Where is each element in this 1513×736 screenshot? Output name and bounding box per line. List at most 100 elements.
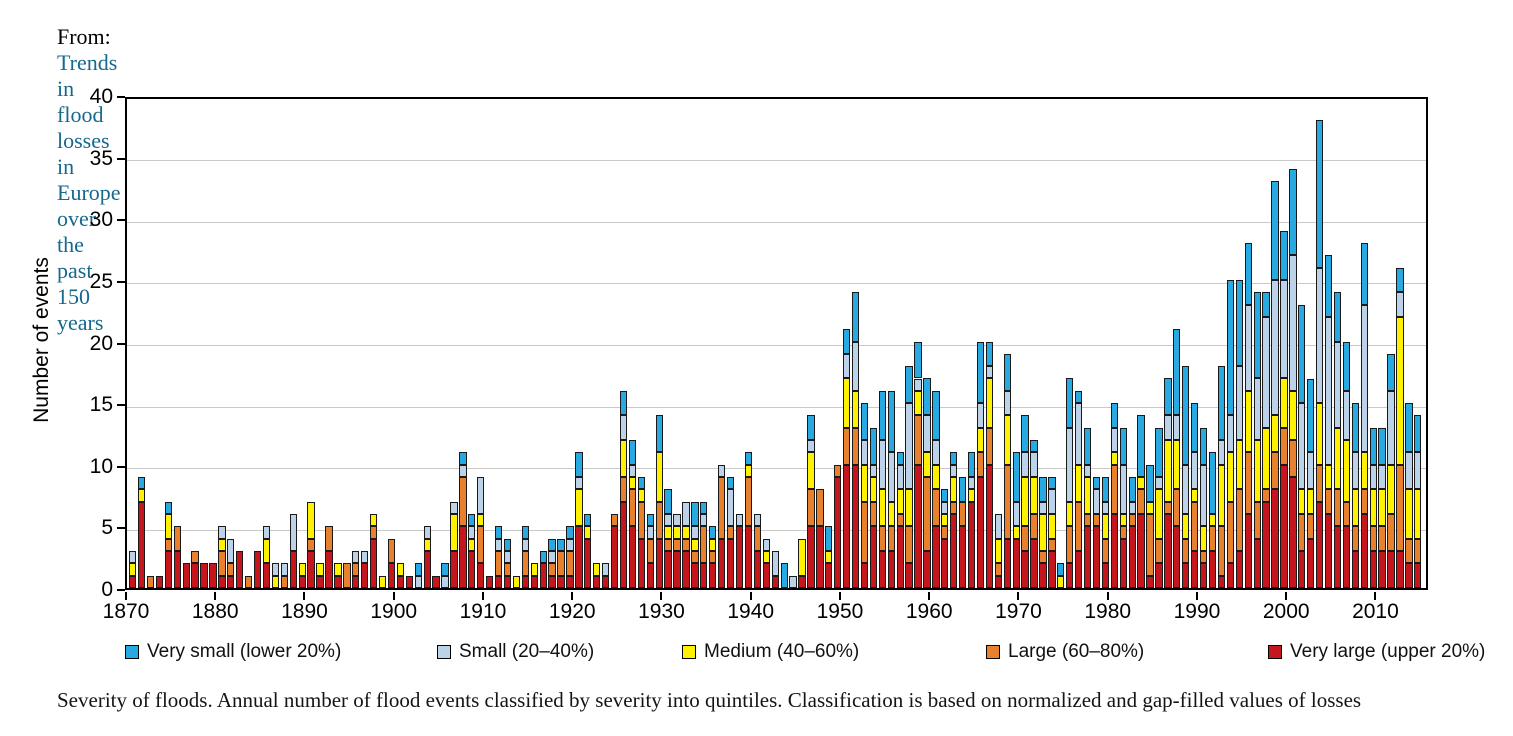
gridline-20 — [127, 345, 1426, 346]
bar-1969-large — [1003, 464, 1011, 539]
bar-2015-medium — [1414, 489, 1422, 539]
bar-1901-very — [396, 575, 405, 588]
bar-1996-very — [1244, 242, 1252, 305]
x-tick-label-2000: 2000 — [1262, 600, 1310, 623]
bar-1955-large — [878, 526, 886, 552]
bar-1932-medium — [673, 526, 681, 539]
bar-1931-very — [664, 489, 672, 515]
bar-1956-medium — [887, 501, 895, 527]
bar-2011-very — [1378, 551, 1386, 588]
bar-2012-medium — [1387, 464, 1395, 515]
bar-1998-small — [1262, 316, 1270, 428]
bar-1980-large — [1101, 538, 1110, 564]
bar-1980-very — [1101, 477, 1110, 502]
bar-1942-medium — [762, 551, 770, 564]
bar-1977-very — [1075, 551, 1083, 588]
bar-2006-very — [1333, 292, 1342, 342]
bar-1895-large — [343, 563, 351, 588]
y-tick-label-30: 30 — [89, 208, 113, 232]
bar-1961-large — [932, 489, 940, 527]
bar-1956-very — [887, 551, 895, 588]
bar-2010-medium — [1369, 489, 1377, 527]
bar-1935-large — [700, 526, 708, 564]
bar-1915-very — [521, 575, 529, 588]
bar-1990-very — [1191, 551, 1199, 588]
bar-1989-very — [1182, 563, 1190, 588]
bar-1977-small — [1075, 403, 1083, 465]
bar-1992-medium — [1208, 514, 1217, 527]
bar-1936-large — [709, 551, 717, 564]
bar-1947-small — [807, 440, 815, 453]
bar-1998-medium — [1262, 427, 1270, 490]
very-small-swatch-icon — [125, 645, 139, 659]
bar-1991-large — [1199, 551, 1208, 564]
y-tick-mark — [117, 219, 125, 222]
bar-1871-medium — [129, 563, 137, 576]
bar-1971-large — [1021, 526, 1029, 552]
bar-1875-medium — [164, 514, 172, 539]
bar-1872-medium — [137, 489, 146, 502]
bar-2008-very — [1351, 551, 1359, 588]
bar-1974-very — [1048, 477, 1056, 490]
bar-1951-medium — [842, 378, 851, 428]
bar-1941-small — [753, 514, 762, 527]
bar-1874-very — [155, 575, 164, 588]
bar-1881-large — [218, 551, 226, 576]
legend-item-medium: Medium (40–60%) — [682, 641, 859, 663]
x-tick-mark — [1017, 592, 1020, 600]
bar-2013-very — [1396, 551, 1404, 588]
x-tick-label-2010: 2010 — [1352, 600, 1399, 623]
x-tick-mark — [749, 592, 752, 600]
bar-1969-medium — [1003, 415, 1011, 465]
bar-1946-medium — [798, 538, 806, 576]
bar-1966-very — [976, 477, 985, 588]
bar-1989-very — [1182, 366, 1190, 465]
bar-1976-small — [1066, 427, 1074, 502]
bar-1990-very — [1191, 403, 1199, 453]
bar-1912-very — [494, 575, 503, 588]
bar-1871-very — [129, 575, 137, 588]
bar-1993-medium — [1217, 464, 1226, 527]
x-tick-label-1980: 1980 — [1084, 600, 1132, 623]
bar-1983-large — [1128, 514, 1136, 527]
bar-1994-small — [1226, 415, 1235, 453]
y-tick-mark — [117, 527, 125, 530]
bar-1990-small — [1191, 452, 1199, 490]
bar-2006-small — [1333, 341, 1342, 428]
bar-1936-very — [709, 526, 717, 539]
bar-1949-medium — [825, 551, 833, 564]
bar-1999-small — [1271, 279, 1279, 416]
gridline-5 — [127, 529, 1426, 531]
bar-1920-small — [566, 538, 574, 552]
bar-1927-very — [628, 440, 637, 465]
bar-1891-medium — [307, 501, 315, 539]
bar-1924-small — [602, 563, 610, 576]
bar-1904-very — [423, 551, 431, 588]
bar-1996-medium — [1244, 390, 1252, 453]
bar-2001-large — [1289, 440, 1297, 478]
bar-1910-very — [477, 563, 485, 588]
bar-1955-medium — [878, 489, 886, 527]
bar-2008-small — [1351, 452, 1359, 490]
bar-1960-very — [923, 551, 931, 588]
y-tick-label-35: 35 — [89, 146, 113, 170]
bar-1907-very — [450, 551, 458, 588]
bar-1926-medium — [619, 440, 628, 478]
bar-1888-large — [280, 575, 289, 588]
bar-2004-large — [1315, 464, 1324, 502]
bar-1900-large — [387, 538, 396, 564]
bar-1936-very — [709, 563, 717, 588]
bar-1962-very — [941, 538, 949, 588]
bar-1972-small — [1030, 452, 1038, 478]
bar-1915-large — [521, 551, 529, 576]
article-link[interactable]: Trends in flood losses in Europe over th… — [57, 50, 121, 335]
bar-1909-medium — [468, 538, 476, 552]
bar-1896-very — [352, 575, 360, 588]
bar-1962-large — [941, 526, 949, 539]
bar-1966-very — [976, 341, 985, 404]
bar-1983-very — [1128, 526, 1136, 588]
bar-1909-very — [468, 514, 476, 527]
bar-2013-very — [1396, 267, 1404, 293]
bar-1896-large — [352, 563, 360, 576]
bar-2000-medium — [1280, 378, 1288, 428]
